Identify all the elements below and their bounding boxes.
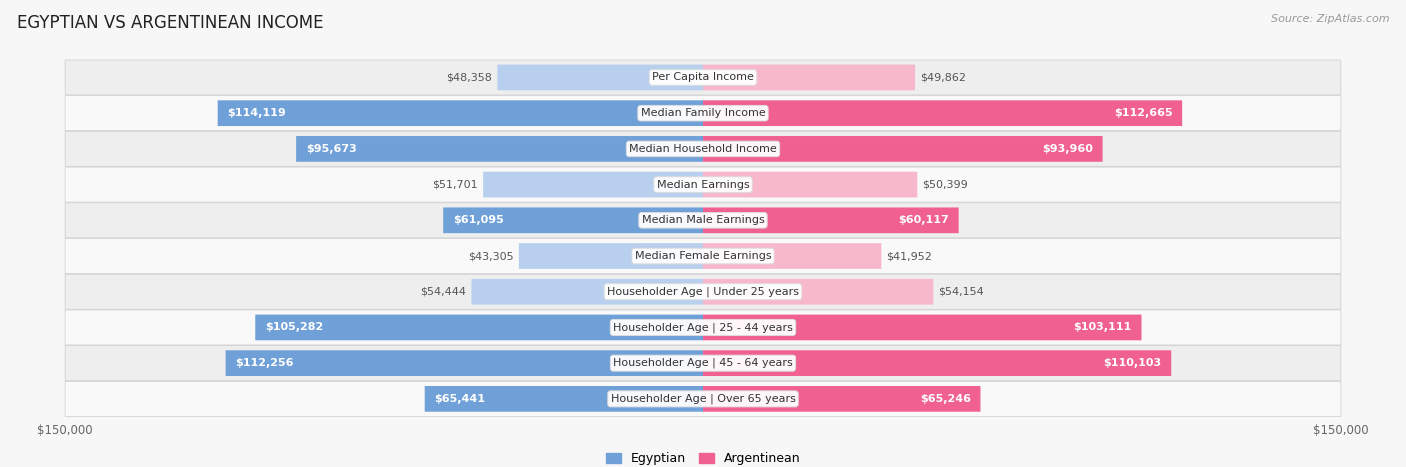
Text: $54,154: $54,154 [938, 287, 984, 297]
Text: $60,117: $60,117 [898, 215, 949, 225]
FancyBboxPatch shape [65, 346, 1341, 381]
Text: Median Earnings: Median Earnings [657, 180, 749, 190]
FancyBboxPatch shape [65, 167, 1341, 202]
FancyBboxPatch shape [425, 386, 703, 412]
Text: Householder Age | 25 - 44 years: Householder Age | 25 - 44 years [613, 322, 793, 333]
Text: $54,444: $54,444 [420, 287, 467, 297]
FancyBboxPatch shape [519, 243, 703, 269]
Text: Householder Age | Over 65 years: Householder Age | Over 65 years [610, 394, 796, 404]
FancyBboxPatch shape [65, 239, 1341, 274]
Text: $48,358: $48,358 [446, 72, 492, 83]
FancyBboxPatch shape [703, 386, 980, 412]
FancyBboxPatch shape [471, 279, 703, 304]
Text: $93,960: $93,960 [1042, 144, 1092, 154]
Text: Householder Age | 45 - 64 years: Householder Age | 45 - 64 years [613, 358, 793, 368]
Text: $49,862: $49,862 [920, 72, 966, 83]
Text: $41,952: $41,952 [887, 251, 932, 261]
Text: $51,701: $51,701 [433, 180, 478, 190]
Text: $112,256: $112,256 [235, 358, 294, 368]
Text: $95,673: $95,673 [305, 144, 357, 154]
Text: $105,282: $105,282 [264, 322, 323, 333]
Text: $114,119: $114,119 [228, 108, 285, 118]
FancyBboxPatch shape [498, 64, 703, 90]
FancyBboxPatch shape [225, 350, 703, 376]
FancyBboxPatch shape [443, 207, 703, 233]
FancyBboxPatch shape [65, 274, 1341, 309]
FancyBboxPatch shape [65, 60, 1341, 95]
FancyBboxPatch shape [703, 243, 882, 269]
Text: $103,111: $103,111 [1074, 322, 1132, 333]
FancyBboxPatch shape [256, 315, 703, 340]
FancyBboxPatch shape [703, 315, 1142, 340]
Legend: Egyptian, Argentinean: Egyptian, Argentinean [606, 452, 800, 465]
Text: Householder Age | Under 25 years: Householder Age | Under 25 years [607, 286, 799, 297]
Text: Median Family Income: Median Family Income [641, 108, 765, 118]
FancyBboxPatch shape [65, 310, 1341, 345]
Text: Median Male Earnings: Median Male Earnings [641, 215, 765, 225]
FancyBboxPatch shape [703, 172, 917, 198]
FancyBboxPatch shape [484, 172, 703, 198]
Text: Median Female Earnings: Median Female Earnings [634, 251, 772, 261]
Text: $50,399: $50,399 [922, 180, 969, 190]
FancyBboxPatch shape [218, 100, 703, 126]
Text: Median Household Income: Median Household Income [628, 144, 778, 154]
Text: Source: ZipAtlas.com: Source: ZipAtlas.com [1271, 14, 1389, 24]
Text: $110,103: $110,103 [1104, 358, 1161, 368]
FancyBboxPatch shape [65, 131, 1341, 166]
FancyBboxPatch shape [297, 136, 703, 162]
FancyBboxPatch shape [65, 382, 1341, 417]
Text: $65,441: $65,441 [434, 394, 485, 404]
FancyBboxPatch shape [703, 136, 1102, 162]
FancyBboxPatch shape [703, 207, 959, 233]
Text: $61,095: $61,095 [453, 215, 503, 225]
FancyBboxPatch shape [703, 100, 1182, 126]
Text: Per Capita Income: Per Capita Income [652, 72, 754, 83]
Text: $65,246: $65,246 [920, 394, 972, 404]
FancyBboxPatch shape [703, 350, 1171, 376]
FancyBboxPatch shape [65, 96, 1341, 131]
FancyBboxPatch shape [703, 279, 934, 304]
Text: $43,305: $43,305 [468, 251, 513, 261]
FancyBboxPatch shape [703, 64, 915, 90]
FancyBboxPatch shape [65, 203, 1341, 238]
Text: $112,665: $112,665 [1114, 108, 1173, 118]
Text: EGYPTIAN VS ARGENTINEAN INCOME: EGYPTIAN VS ARGENTINEAN INCOME [17, 14, 323, 32]
